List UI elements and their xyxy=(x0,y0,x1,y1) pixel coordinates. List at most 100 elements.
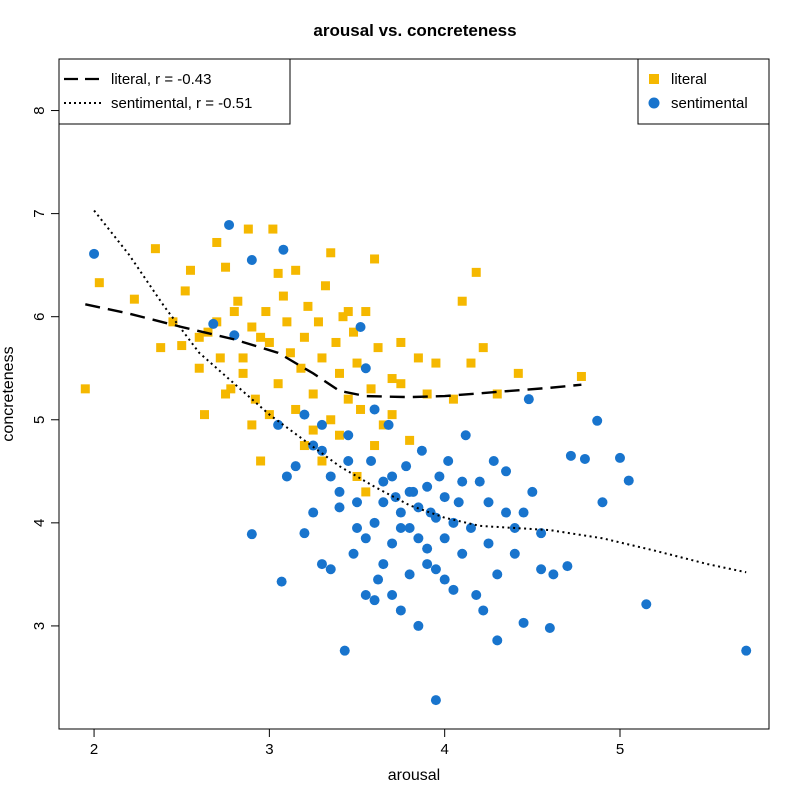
data-point-sentimental xyxy=(348,548,359,559)
data-point-literal xyxy=(334,430,344,440)
y-tick-label: 6 xyxy=(31,313,48,321)
data-point-sentimental xyxy=(548,569,559,580)
data-point-sentimental xyxy=(457,548,468,559)
data-point-sentimental xyxy=(518,507,529,518)
data-point-literal xyxy=(129,294,139,304)
data-point-sentimental xyxy=(492,569,503,580)
data-point-sentimental xyxy=(614,452,625,463)
data-point-literal xyxy=(334,368,344,378)
data-point-sentimental xyxy=(395,523,406,533)
data-point-literal xyxy=(308,425,318,435)
data-point-sentimental xyxy=(343,430,354,441)
data-point-literal xyxy=(471,267,481,277)
legend-left-box xyxy=(58,58,291,125)
data-point-sentimental xyxy=(208,318,219,329)
data-point-sentimental xyxy=(369,517,380,528)
trend-line-literal xyxy=(85,303,582,399)
data-point-literal xyxy=(361,307,371,317)
data-point-literal xyxy=(80,384,90,394)
data-point-literal xyxy=(338,312,348,322)
trend-line-sentimental xyxy=(93,209,747,574)
data-point-sentimental xyxy=(474,476,485,487)
data-point-sentimental xyxy=(308,440,319,451)
data-point-literal xyxy=(221,262,231,272)
data-point-sentimental xyxy=(430,695,441,706)
data-point-sentimental xyxy=(416,445,427,456)
y-tick-label: 8 xyxy=(31,106,48,114)
data-point-sentimental xyxy=(281,471,292,482)
data-point-literal xyxy=(282,317,292,327)
data-point-literal xyxy=(238,368,248,378)
y-tick-label: 4 xyxy=(31,519,48,527)
data-point-literal xyxy=(405,435,415,445)
data-point-literal xyxy=(94,278,104,288)
data-point-sentimental xyxy=(536,528,547,539)
data-point-sentimental xyxy=(509,548,520,559)
data-point-literal xyxy=(226,384,236,394)
data-point-sentimental xyxy=(641,599,652,610)
legend-series: literal sentimental xyxy=(637,58,770,125)
chart-title: arousal vs. concreteness xyxy=(313,21,516,40)
data-point-sentimental xyxy=(366,456,377,466)
data-point-sentimental xyxy=(299,528,310,539)
y-tick-label: 7 xyxy=(31,209,48,217)
data-point-sentimental xyxy=(355,322,366,332)
data-point-literal xyxy=(448,394,458,404)
data-point-literal xyxy=(413,353,423,363)
data-point-sentimental xyxy=(457,476,468,487)
data-point-sentimental xyxy=(360,590,371,600)
data-point-literal xyxy=(177,341,187,351)
data-point-literal xyxy=(185,265,195,275)
data-point-literal xyxy=(576,371,586,381)
data-point-literal xyxy=(308,389,318,399)
data-point-sentimental xyxy=(401,461,412,472)
data-point-literal xyxy=(296,363,306,373)
data-point-literal xyxy=(180,286,190,296)
data-point-sentimental xyxy=(316,445,327,456)
data-point-sentimental xyxy=(89,248,100,259)
data-point-literal xyxy=(378,420,388,430)
data-point-sentimental xyxy=(492,635,503,646)
trend-lines xyxy=(85,209,747,574)
data-point-sentimental xyxy=(579,453,590,464)
data-point-literal xyxy=(256,332,266,342)
data-point-sentimental xyxy=(378,476,389,487)
data-point-literal xyxy=(233,296,243,306)
legend-literal-trend-label: literal, r = -0.43 xyxy=(111,71,211,88)
legend-sentimental-label: sentimental xyxy=(671,95,748,112)
data-point-literal xyxy=(317,456,327,466)
y-axis-label: concreteness xyxy=(0,346,17,441)
x-tick-label: 3 xyxy=(265,741,273,758)
data-point-literal xyxy=(317,353,327,363)
legend-trend-lines: literal, r = -0.43 sentimental, r = -0.5… xyxy=(58,58,291,125)
data-point-literal xyxy=(194,332,204,342)
data-point-literal xyxy=(396,379,406,389)
data-point-literal xyxy=(278,291,288,301)
data-point-literal xyxy=(299,332,309,342)
data-point-sentimental xyxy=(430,564,441,575)
data-point-sentimental xyxy=(404,523,415,533)
data-point-sentimental xyxy=(325,564,336,575)
data-point-literal xyxy=(373,343,383,353)
data-point-literal xyxy=(168,317,178,327)
data-point-literal xyxy=(261,307,271,317)
data-point-literal xyxy=(313,317,323,327)
data-point-literal xyxy=(326,248,336,258)
data-point-sentimental xyxy=(544,622,555,633)
data-point-literal xyxy=(326,415,336,425)
data-point-sentimental xyxy=(395,605,406,616)
data-point-sentimental xyxy=(443,456,454,466)
legend-right-box xyxy=(637,58,770,125)
data-point-sentimental xyxy=(536,564,547,575)
data-point-sentimental xyxy=(352,523,363,533)
data-point-literal xyxy=(513,368,523,378)
data-point-literal xyxy=(247,322,257,332)
data-point-sentimental xyxy=(343,456,354,466)
x-tick-label: 4 xyxy=(441,741,449,758)
data-point-literal xyxy=(457,296,467,306)
data-point-sentimental xyxy=(488,456,499,466)
data-point-literal xyxy=(320,281,330,291)
data-point-literal xyxy=(343,394,353,404)
data-point-literal xyxy=(361,487,371,497)
